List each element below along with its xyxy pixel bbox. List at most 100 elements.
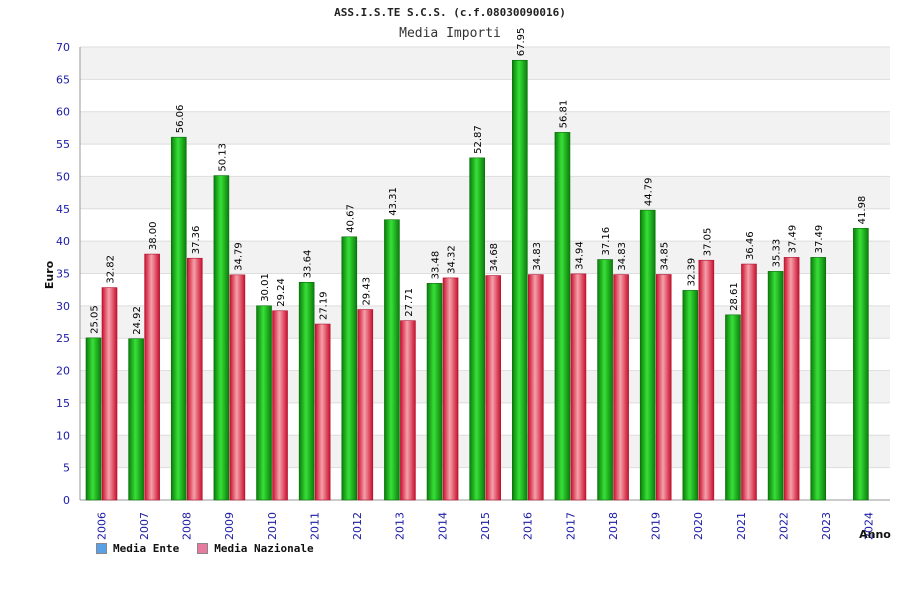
bar-media-nazionale[interactable]	[314, 323, 331, 501]
bar-media-ente[interactable]	[767, 271, 784, 501]
x-tick-label: 2016	[522, 512, 535, 540]
bar-media-ente[interactable]	[597, 259, 613, 501]
data-label: 38.00	[148, 221, 159, 250]
bar-media-ente[interactable]	[170, 136, 187, 501]
data-label: 29.43	[361, 277, 372, 306]
grid-band	[80, 47, 890, 80]
data-label: 34.79	[233, 242, 244, 271]
x-tick-label: 2006	[95, 512, 108, 540]
bar-media-nazionale[interactable]	[272, 310, 288, 501]
bar-media-nazionale[interactable]	[186, 257, 203, 501]
x-tick-label: 2022	[777, 512, 790, 540]
x-tick-label: 2018	[607, 512, 620, 540]
data-label: 52.87	[473, 125, 484, 154]
x-tick-label: 2021	[735, 512, 748, 540]
x-tick-label: 2013	[394, 512, 407, 540]
bar-media-ente[interactable]	[85, 337, 102, 501]
bar-media-ente[interactable]	[682, 290, 699, 501]
data-label: 44.79	[644, 178, 655, 207]
bar-media-nazionale[interactable]	[741, 263, 757, 501]
data-label: 33.64	[303, 250, 314, 279]
bar-media-nazionale[interactable]	[400, 320, 416, 501]
y-tick-label: 60	[56, 106, 70, 119]
data-label: 41.98	[857, 196, 868, 225]
y-tick-label: 70	[56, 41, 70, 54]
chart-title: ASS.I.S.TE S.C.S. (c.f.08030090016)	[334, 6, 566, 19]
data-label: 36.46	[745, 231, 756, 260]
bar-media-nazionale[interactable]	[655, 274, 672, 501]
grid-band	[80, 111, 890, 145]
bar-media-nazionale[interactable]	[229, 274, 246, 501]
data-label: 27.71	[404, 288, 415, 317]
bar-media-ente[interactable]	[853, 228, 869, 501]
data-label: 67.95	[516, 28, 527, 57]
bar-media-ente[interactable]	[469, 157, 485, 501]
legend: Media Ente Media Nazionale	[96, 542, 314, 555]
x-tick-label: 2014	[436, 512, 449, 540]
bar-labels: 25.05 32.82 24.92 38.00 56.06 37.36 50.13 34.79…	[90, 28, 868, 335]
y-tick-label: 25	[56, 332, 70, 345]
data-label: 34.83	[532, 242, 543, 271]
bar-media-nazionale[interactable]	[570, 273, 587, 501]
bar-media-ente[interactable]	[639, 209, 656, 501]
bar-media-nazionale[interactable]	[442, 277, 459, 501]
y-tick-label: 50	[56, 170, 70, 183]
data-label: 37.49	[814, 225, 825, 254]
bar-media-ente[interactable]	[384, 219, 400, 501]
data-label: 34.83	[617, 242, 628, 271]
data-label: 37.36	[191, 226, 202, 255]
bar-media-ente[interactable]	[128, 338, 144, 501]
data-label: 50.13	[217, 143, 228, 172]
bar-media-ente[interactable]	[810, 257, 827, 501]
data-label: 35.33	[772, 239, 783, 268]
bar-media-nazionale[interactable]	[144, 253, 160, 501]
y-tick-label: 65	[56, 73, 70, 86]
bar-media-nazionale[interactable]	[101, 287, 118, 501]
bars	[85, 59, 869, 501]
bar-media-ente[interactable]	[341, 236, 358, 501]
legend-swatch-media-ente	[96, 543, 107, 554]
bar-media-nazionale[interactable]	[357, 309, 374, 501]
y-tick-label: 40	[56, 235, 70, 248]
legend-swatch-media-nazionale	[197, 543, 209, 554]
data-label: 34.85	[660, 242, 671, 271]
x-tick-label: 2015	[479, 512, 492, 540]
bar-media-nazionale[interactable]	[485, 275, 501, 501]
x-tick-label: 2008	[181, 512, 194, 540]
x-tick-label: 2019	[650, 512, 663, 540]
bar-media-ente[interactable]	[256, 305, 272, 501]
data-label: 32.39	[686, 258, 697, 287]
bar-media-ente[interactable]	[725, 314, 741, 501]
bar-media-nazionale[interactable]	[528, 274, 544, 501]
x-tick-label: 2010	[266, 512, 279, 540]
bar-media-ente[interactable]	[298, 282, 315, 501]
data-label: 29.24	[276, 278, 287, 307]
grid-band	[80, 79, 890, 112]
data-label: 34.32	[447, 245, 458, 274]
y-tick-label: 0	[63, 494, 70, 507]
legend-item-media-ente[interactable]: Media Ente	[96, 542, 179, 555]
data-label: 37.16	[601, 227, 612, 256]
bar-media-ente[interactable]	[213, 175, 230, 501]
data-label: 28.61	[729, 282, 740, 311]
data-label: 33.48	[431, 251, 442, 280]
bar-media-ente[interactable]	[426, 283, 443, 501]
x-ticks: 2006 2007 2008 2009 2010 2011 2012 2013 2014 2015…	[95, 512, 875, 540]
x-tick-label: 2011	[308, 512, 321, 540]
bar-media-ente[interactable]	[512, 59, 528, 501]
grid-band	[80, 144, 890, 177]
x-tick-label: 2007	[138, 512, 151, 540]
x-tick-label: 2023	[820, 512, 833, 540]
bar-media-nazionale[interactable]	[783, 257, 800, 501]
y-axis-label: Euro	[43, 260, 56, 289]
bar-media-ente[interactable]	[554, 132, 571, 501]
bar-media-nazionale[interactable]	[613, 274, 629, 501]
y-tick-label: 15	[56, 397, 70, 410]
y-tick-label: 55	[56, 138, 70, 151]
data-label: 27.19	[319, 291, 330, 320]
legend-item-media-nazionale[interactable]: Media Nazionale	[197, 542, 314, 555]
data-label: 43.31	[388, 187, 399, 216]
bar-media-nazionale[interactable]	[698, 259, 715, 501]
data-label: 34.68	[489, 243, 500, 272]
